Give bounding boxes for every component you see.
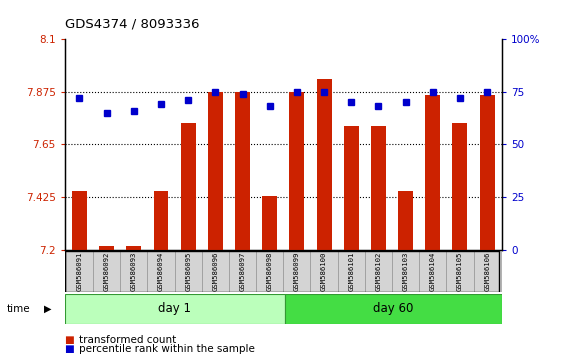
Bar [398, 191, 413, 250]
Bar [229, 251, 256, 292]
Bar [365, 251, 392, 292]
Bar [453, 123, 467, 250]
Bar [235, 92, 250, 250]
Text: transformed count: transformed count [79, 335, 176, 345]
Text: percentile rank within the sample: percentile rank within the sample [79, 344, 255, 354]
Bar [181, 123, 196, 250]
Text: GSM586106: GSM586106 [484, 252, 490, 291]
Text: ■: ■ [65, 335, 74, 345]
Bar [126, 246, 141, 250]
Bar [344, 126, 358, 250]
Text: GSM586104: GSM586104 [430, 252, 436, 291]
Bar [93, 251, 120, 292]
Bar [392, 251, 419, 292]
Bar [65, 294, 284, 324]
Bar [473, 251, 501, 292]
Bar [202, 251, 229, 292]
Bar [72, 191, 87, 250]
Bar [289, 92, 305, 250]
Text: GDS4374 / 8093336: GDS4374 / 8093336 [65, 17, 199, 30]
Text: ■: ■ [65, 344, 74, 354]
Bar [208, 92, 223, 250]
Text: GSM586093: GSM586093 [131, 252, 137, 291]
Bar [174, 251, 202, 292]
Bar [148, 251, 174, 292]
Text: GSM586103: GSM586103 [403, 252, 408, 291]
Text: GSM586094: GSM586094 [158, 252, 164, 291]
Bar [371, 126, 386, 250]
Bar [425, 95, 440, 250]
Text: GSM586105: GSM586105 [457, 252, 463, 291]
Text: GSM586098: GSM586098 [266, 252, 273, 291]
Text: GSM586101: GSM586101 [348, 252, 354, 291]
Bar [316, 79, 332, 250]
Bar [283, 251, 310, 292]
Bar [284, 294, 502, 324]
Text: GSM586102: GSM586102 [375, 252, 381, 291]
Text: day 60: day 60 [373, 302, 413, 315]
Text: GSM586095: GSM586095 [185, 252, 191, 291]
Text: GSM586091: GSM586091 [76, 252, 82, 291]
Bar [154, 191, 168, 250]
Bar [338, 251, 365, 292]
Text: day 1: day 1 [158, 302, 191, 315]
Text: GSM586097: GSM586097 [240, 252, 246, 291]
Bar [99, 246, 114, 250]
Bar [480, 95, 495, 250]
Bar [419, 251, 447, 292]
Bar [447, 251, 473, 292]
Bar [66, 251, 93, 292]
Text: ▶: ▶ [44, 304, 51, 314]
Bar [262, 196, 277, 250]
Bar [120, 251, 148, 292]
Text: time: time [7, 304, 30, 314]
Text: GSM586096: GSM586096 [213, 252, 218, 291]
Text: GSM586100: GSM586100 [321, 252, 327, 291]
Text: GSM586092: GSM586092 [104, 252, 109, 291]
Bar [310, 251, 338, 292]
Text: GSM586099: GSM586099 [294, 252, 300, 291]
Bar [256, 251, 283, 292]
